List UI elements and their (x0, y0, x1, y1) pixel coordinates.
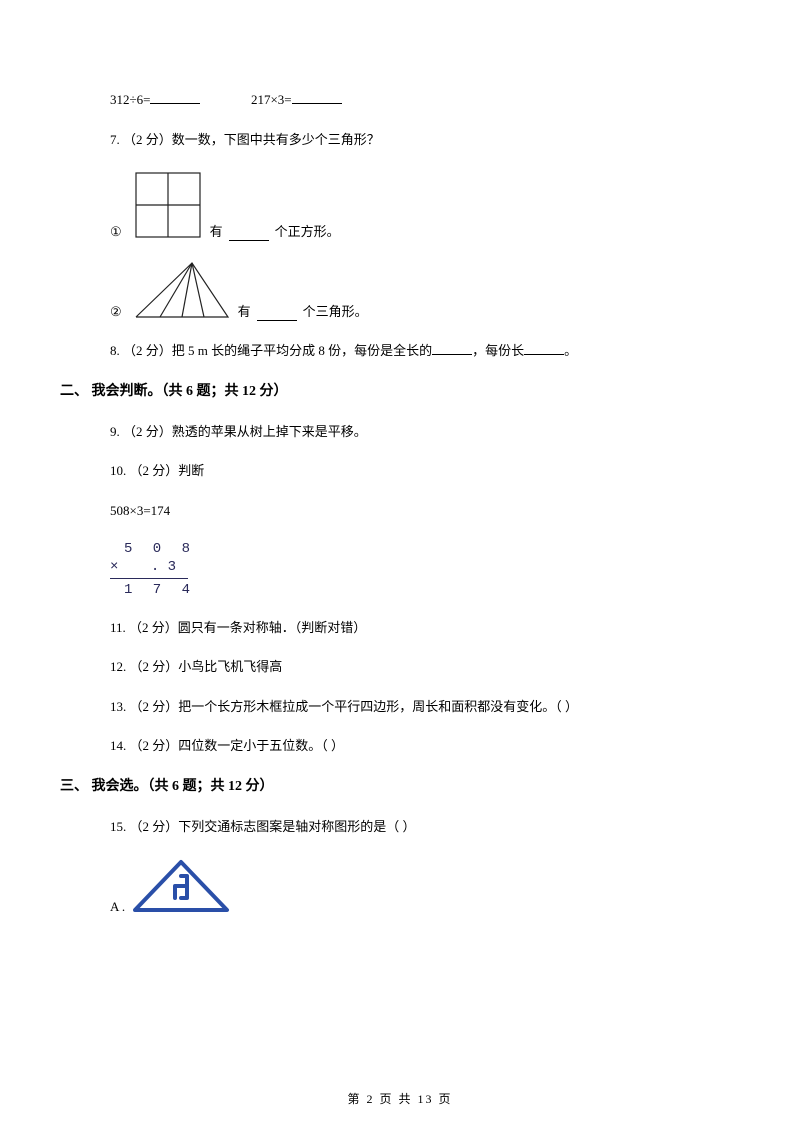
q7-sub1-suffix: 个正方形。 (275, 222, 340, 242)
section2-title: 二、 我会判断。（共 6 题；共 12 分） (60, 381, 700, 402)
q7-sub1-blank (229, 227, 269, 241)
q7-sub2-suffix: 个三角形。 (303, 302, 368, 322)
q8-pre: 8. （2 分）把 5 m 长的绳子平均分成 8 份，每份是全长的 (110, 343, 432, 358)
page-footer: 第 2 页 共 13 页 (0, 1090, 800, 1108)
q14: 14. （2 分）四位数一定小于五位数。（ ） (100, 736, 700, 756)
eq2-blank (292, 90, 342, 104)
q7-stem: 7. （2 分）数一数，下图中共有多少个三角形？ (100, 130, 700, 150)
q8-blank2 (524, 341, 564, 355)
q15-stem: 15. （2 分）下列交通标志图案是轴对称图形的是（ ） (100, 817, 700, 837)
square-grid-figure (132, 169, 204, 241)
eq1-lhs: 312÷6= (110, 92, 150, 107)
q9: 9. （2 分）熟透的苹果从树上掉下来是平移。 (100, 422, 700, 442)
q10-vertical-calc: 5 0 8 × . 3 1 7 4 (110, 540, 700, 600)
q7-sub1: ① 有 个正方形。 (100, 169, 700, 241)
q8-mid: ，每份长 (472, 343, 524, 358)
calc-num: . 3 (151, 559, 176, 575)
q15-optA-label: A . (110, 897, 125, 917)
q11: 11. （2 分）圆只有一条对称轴．（判断对错） (100, 618, 700, 638)
q8-blank1 (432, 341, 472, 355)
q7-sub2-mid: 有 (238, 302, 251, 322)
q10-expr: 508×3=174 (100, 501, 700, 521)
square-grid-svg (132, 169, 204, 241)
calc-row3: 1 7 4 (110, 581, 700, 599)
fan-triangle-figure (132, 259, 232, 321)
calc-row1: 5 0 8 (110, 540, 700, 558)
traffic-sign-figure (131, 856, 231, 916)
traffic-sign-svg (131, 856, 231, 916)
q7-sub2-prefix: ② (110, 302, 122, 322)
eq2-lhs: 217×3= (251, 92, 292, 107)
q13: 13. （2 分）把一个长方形木框拉成一个平行四边形，周长和面积都没有变化。（ … (100, 697, 700, 717)
q7-sub1-prefix: ① (110, 222, 122, 242)
q15-optA: A . (100, 856, 700, 916)
q7-sub2-blank (257, 307, 297, 321)
equation-row: 312÷6= 217×3= (100, 90, 700, 110)
eq1-blank (150, 90, 200, 104)
q12: 12. （2 分）小鸟比飞机飞得高 (100, 657, 700, 677)
calc-rule (110, 578, 188, 579)
q10-stem: 10. （2 分）判断 (100, 461, 700, 481)
q7-sub1-mid: 有 (210, 222, 223, 242)
q7-sub2: ② 有 个三角形。 (100, 259, 700, 321)
calc-row2: × . 3 (110, 558, 700, 576)
q8: 8. （2 分）把 5 m 长的绳子平均分成 8 份，每份是全长的 ，每份长 。 (100, 341, 700, 361)
fan-triangle-svg (132, 259, 232, 321)
section3-title: 三、 我会选。（共 6 题；共 12 分） (60, 776, 700, 797)
q8-suffix: 。 (564, 343, 577, 358)
